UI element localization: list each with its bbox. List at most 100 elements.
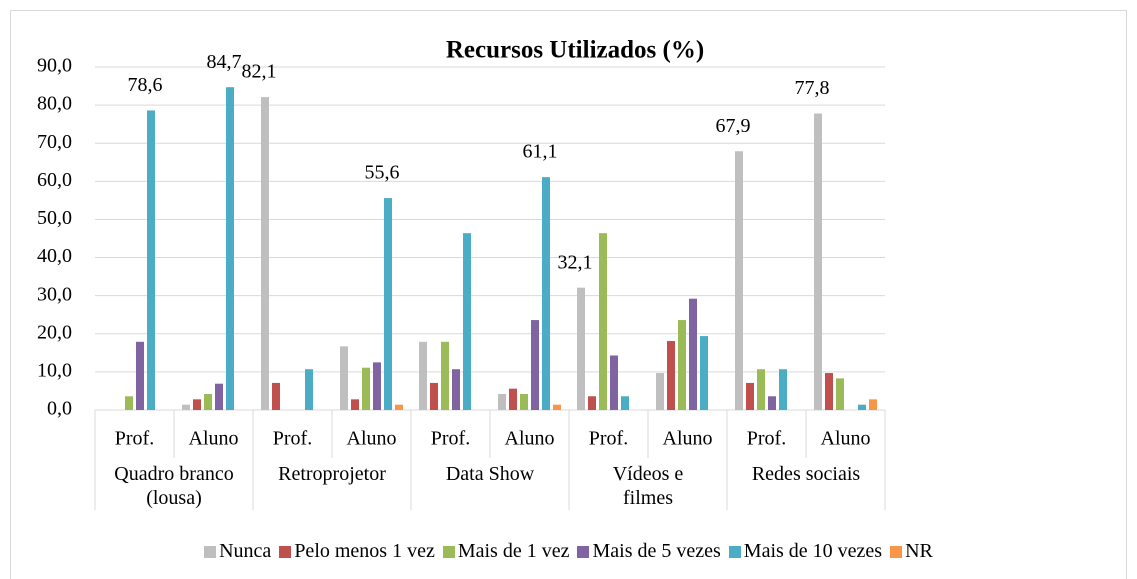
- legend-swatch: [204, 545, 217, 558]
- bar: [373, 362, 381, 410]
- x-tick-label: Aluno: [821, 428, 871, 450]
- y-tick-label: 90,0: [37, 55, 72, 77]
- bar: [757, 369, 765, 410]
- y-tick-label: 50,0: [37, 207, 72, 229]
- bar: [182, 404, 190, 410]
- bar: [452, 369, 460, 410]
- bar: [689, 298, 697, 410]
- bar: [610, 355, 618, 410]
- bar: [204, 393, 212, 410]
- bar: [656, 373, 664, 410]
- bar: [678, 320, 686, 410]
- bar: [869, 399, 877, 410]
- x-tick-label: Prof.: [115, 428, 154, 450]
- bar: [419, 341, 427, 410]
- group-label: Retroprojetor: [278, 463, 386, 485]
- bar: [836, 378, 844, 410]
- y-tick-label: 0,0: [47, 398, 72, 420]
- data-label: 82,1: [242, 61, 277, 83]
- y-tick-label: 60,0: [37, 169, 72, 191]
- bar: [384, 198, 392, 410]
- x-tick-label: Aluno: [189, 428, 239, 450]
- legend: Nunca Pelo menos 1 vez Mais de 1 vez Mais d…: [0, 540, 1137, 563]
- bar: [779, 369, 787, 410]
- y-tick-label: 80,0: [37, 93, 72, 115]
- bar: [735, 151, 743, 410]
- bar: [599, 233, 607, 410]
- bar: [520, 393, 528, 410]
- bar: [621, 396, 629, 410]
- bar: [261, 97, 269, 410]
- legend-item: Nunca: [204, 540, 271, 563]
- chart-border: [10, 10, 1127, 579]
- bar: [768, 396, 776, 410]
- bar: [463, 233, 471, 410]
- legend-item: Mais de 1 vez: [442, 540, 570, 563]
- bar: [136, 341, 144, 410]
- bar: [498, 393, 506, 410]
- bar: [667, 341, 675, 410]
- group-label: Redes sociais: [751, 463, 861, 485]
- y-tick-label: 30,0: [37, 283, 72, 305]
- bar: [814, 113, 822, 411]
- legend-item: NR: [890, 540, 933, 563]
- bar: [226, 87, 234, 411]
- bar: [395, 404, 403, 410]
- y-tick-label: 10,0: [37, 359, 72, 381]
- y-tick-label: 40,0: [37, 245, 72, 267]
- legend-label: NR: [905, 540, 933, 562]
- legend-swatch: [279, 545, 292, 558]
- bar: [509, 388, 517, 410]
- data-label: 67,9: [716, 115, 751, 137]
- bar: [531, 320, 539, 410]
- chart-title: Recursos Utilizados (%): [446, 37, 704, 64]
- x-tick-label: Aluno: [663, 428, 713, 450]
- legend-swatch: [577, 545, 590, 558]
- bar: [272, 382, 280, 410]
- legend-swatch: [728, 545, 741, 558]
- bar: [441, 341, 449, 410]
- bar: [351, 399, 359, 410]
- bar: [215, 383, 223, 410]
- bar: [577, 287, 585, 410]
- legend-swatch: [890, 545, 903, 558]
- legend-item: Mais de 5 vezes: [577, 540, 721, 563]
- bar: [588, 396, 596, 410]
- data-label: 55,6: [365, 162, 400, 184]
- x-tick-label: Prof.: [747, 428, 786, 450]
- data-label: 84,7: [207, 51, 242, 73]
- data-label: 32,1: [558, 251, 593, 273]
- bar: [746, 382, 754, 410]
- bar: [858, 404, 866, 410]
- legend-item: Mais de 10 vezes: [728, 540, 883, 563]
- bar: [700, 336, 708, 410]
- legend-item: Pelo menos 1 vez: [279, 540, 435, 563]
- bar: [305, 369, 313, 410]
- x-tick-label: Aluno: [505, 428, 555, 450]
- data-label: 77,8: [795, 77, 830, 99]
- group-label: Data Show: [445, 463, 535, 485]
- bar: [825, 373, 833, 410]
- bar: [430, 382, 438, 410]
- legend-swatch: [442, 545, 455, 558]
- y-tick-label: 70,0: [37, 131, 72, 153]
- x-tick-label: Prof.: [273, 428, 312, 450]
- legend-label: Mais de 5 vezes: [592, 540, 721, 562]
- bar: [362, 367, 370, 410]
- data-label: 61,1: [523, 141, 558, 163]
- x-tick-label: Prof.: [431, 428, 470, 450]
- bar: [147, 110, 155, 411]
- bar: [125, 396, 133, 410]
- x-tick-label: Prof.: [589, 428, 628, 450]
- data-label: 78,6: [128, 74, 163, 96]
- x-tick-label: Aluno: [347, 428, 397, 450]
- legend-label: Mais de 10 vezes: [743, 540, 883, 562]
- group-label: Quadro branco (lousa): [114, 463, 234, 509]
- legend-label: Mais de 1 vez: [457, 540, 570, 562]
- bar: [542, 177, 550, 410]
- y-tick-label: 20,0: [37, 321, 72, 343]
- group-label: Vídeos e filmes: [612, 463, 684, 509]
- bar: [340, 346, 348, 410]
